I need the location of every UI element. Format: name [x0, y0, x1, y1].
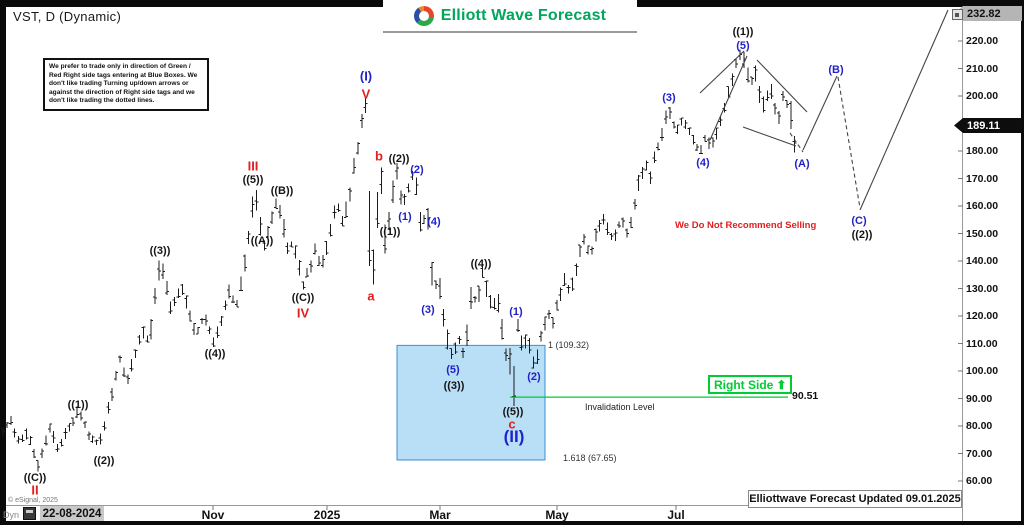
blue-box-buy-zone	[396, 344, 546, 461]
logo-text: Elliott Wave Forecast	[440, 6, 607, 24]
fib-label-top: 1 (109.32)	[548, 340, 590, 350]
no-sell-note: We Do Not Recommend Selling	[675, 220, 817, 231]
up-arrow-icon: ⬆	[776, 377, 787, 392]
template-icon[interactable]	[23, 507, 36, 520]
trend-line	[789, 132, 804, 153]
trend-line	[859, 9, 949, 211]
trading-disclaimer-note: We prefer to trade only in direction of …	[43, 58, 209, 111]
trend-line	[709, 55, 748, 141]
symbol-title: VST, D (Dynamic)	[13, 9, 122, 24]
trend-line	[699, 50, 745, 94]
template-label: Dyn	[3, 510, 20, 520]
axis-settings-icon[interactable]	[952, 9, 963, 20]
trend-line	[742, 126, 797, 147]
invalidation-label: Invalidation Level	[585, 402, 655, 412]
trend-line	[756, 59, 808, 113]
trend-line	[802, 75, 838, 151]
fib-label-bottom: 1.618 (67.65)	[563, 453, 617, 463]
selected-date-label: 22-08-2024	[40, 506, 104, 521]
right-side-label: Right Side	[714, 377, 774, 392]
right-side-tag: Right Side ⬆	[708, 375, 793, 394]
price-series	[1, 49, 797, 472]
update-banner: Elliottwave Forecast Updated 09.01.2025	[748, 490, 962, 508]
esignal-watermark: © eSignal, 2025	[8, 497, 58, 504]
elliott-wave-logo-icon	[413, 5, 434, 26]
logo: Elliott Wave Forecast	[383, 0, 637, 33]
invalidation-price: 90.51	[792, 390, 819, 402]
trend-line	[837, 76, 861, 209]
last-price-tag: 189.11	[954, 118, 1022, 133]
high-price-tag: 232.82	[954, 6, 1022, 21]
